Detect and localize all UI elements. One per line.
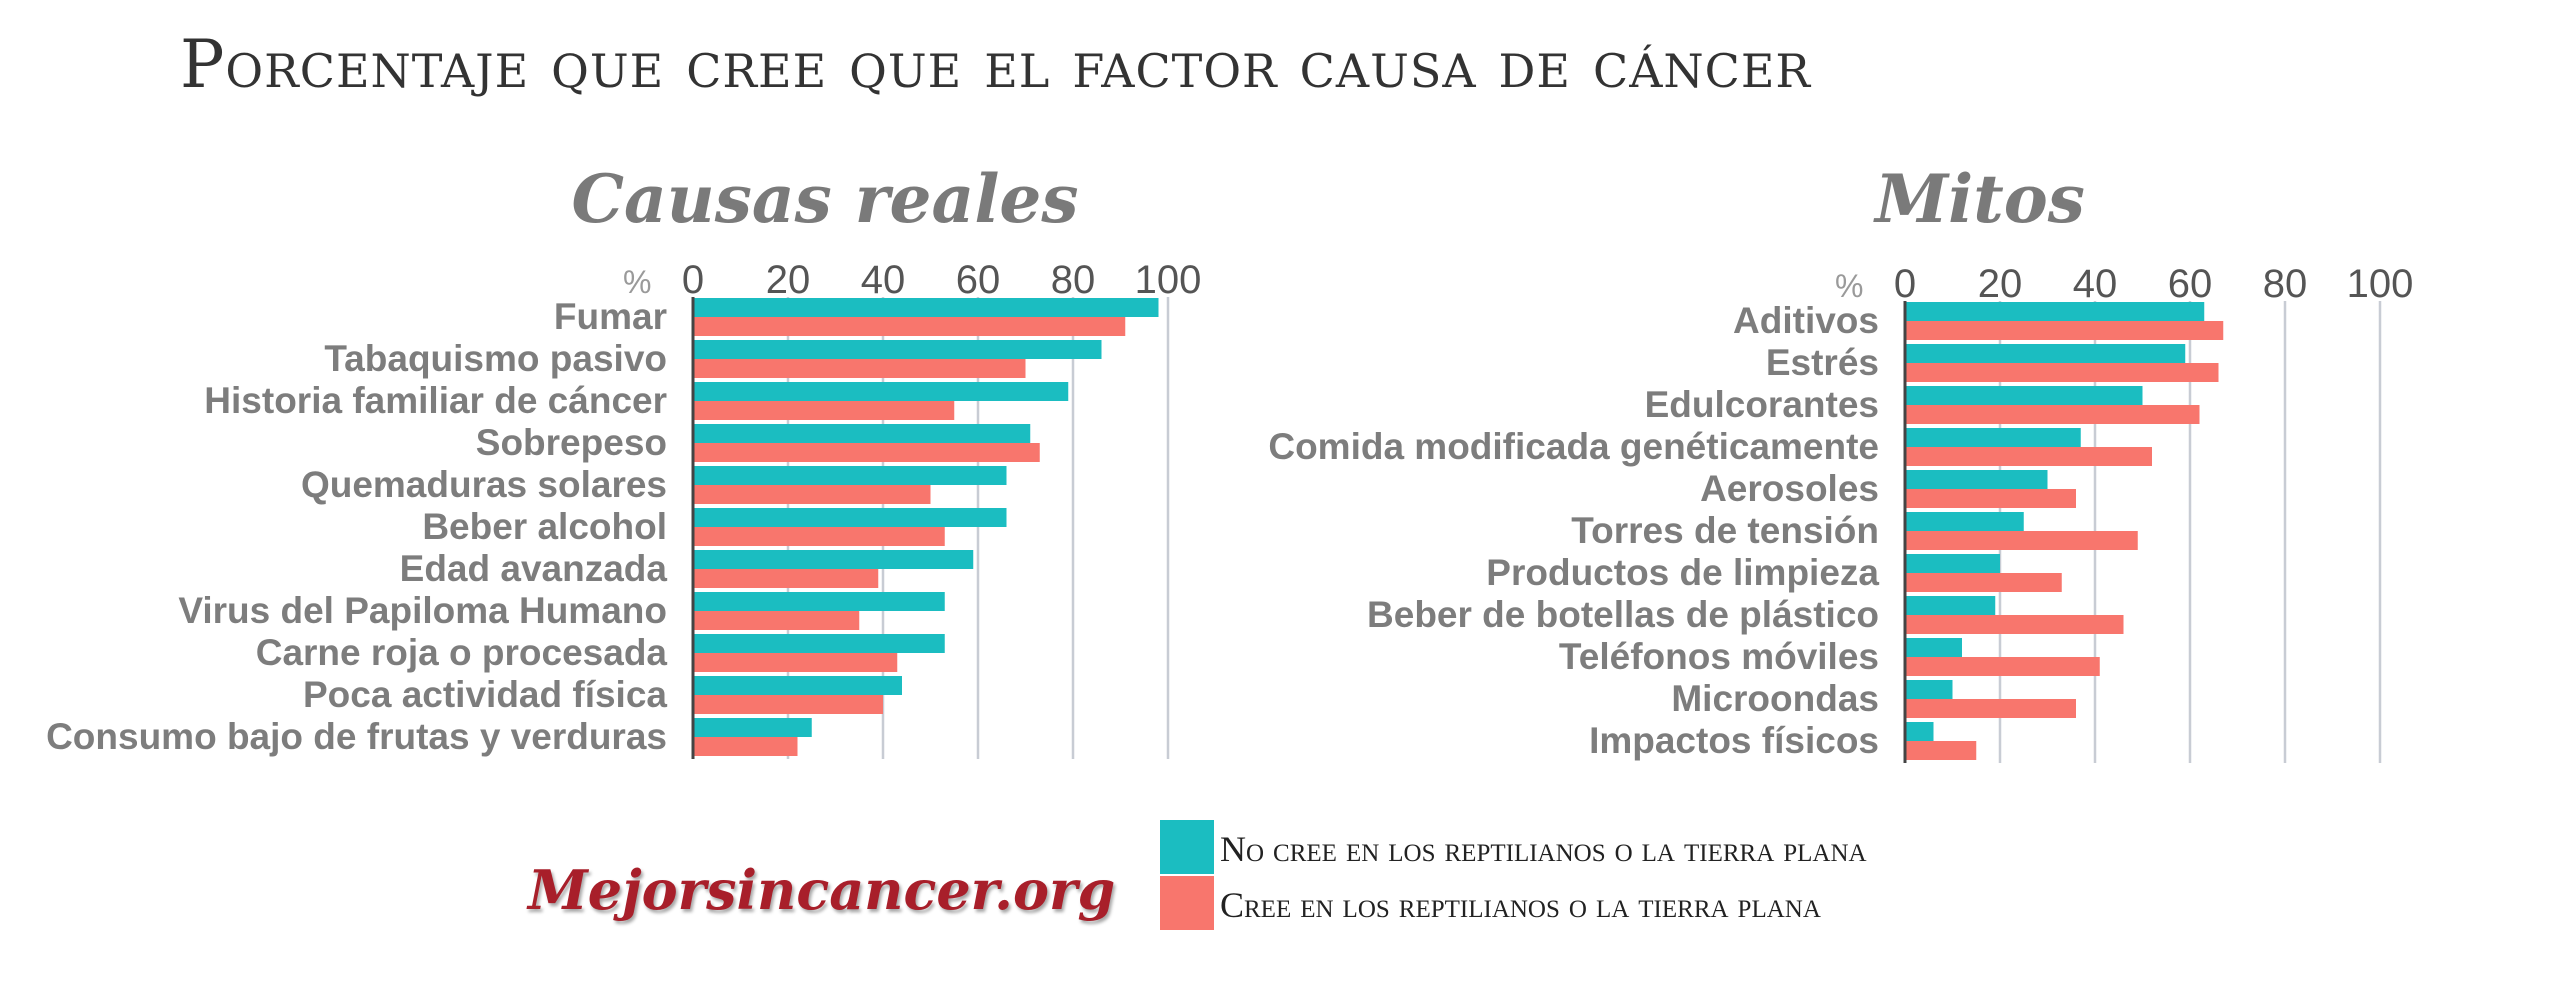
- x-tick-label: 100: [2347, 262, 2414, 306]
- category-label: Tabaquismo pasivo: [324, 338, 667, 379]
- chart-causas-reales: Causas reales% 0 20 40 60 80 100 FumarTabaquism…: [46, 160, 1201, 759]
- category-label: Torres de tensión: [1571, 510, 1879, 551]
- bar-beber-de-botellas-de-plastico-no-cree: [1905, 596, 1996, 615]
- x-tick-label: 40: [861, 258, 906, 302]
- page-title: Porcentaje que cree que el factor causa …: [180, 26, 1812, 103]
- legend-label-no-cree: No cree en los reptilianos o la tierra p…: [1220, 829, 1867, 869]
- bar-consumo-bajo-de-frutas-y-verduras-cree: [693, 737, 798, 756]
- bar-tabaquismo-pasivo-no-cree: [693, 340, 1102, 359]
- category-label: Productos de limpieza: [1486, 552, 1879, 593]
- bar-productos-de-limpieza-cree: [1905, 573, 2062, 592]
- bar-sobrepeso-no-cree: [693, 424, 1031, 443]
- bar-estres-cree: [1905, 363, 2219, 382]
- bar-microondas-no-cree: [1905, 680, 1953, 699]
- category-label: Microondas: [1671, 678, 1879, 719]
- bar-estres-no-cree: [1905, 344, 2186, 363]
- x-tick-label: 40: [2073, 262, 2118, 306]
- bar-microondas-cree: [1905, 699, 2076, 718]
- x-tick-label: 80: [1051, 258, 1096, 302]
- x-tick-label: 0: [682, 258, 704, 302]
- category-label: Edad avanzada: [400, 548, 668, 589]
- category-label: Virus del Papiloma Humano: [178, 590, 667, 631]
- category-label: Carne roja o procesada: [256, 632, 668, 673]
- bar-edad-avanzada-no-cree: [693, 550, 974, 569]
- bar-consumo-bajo-de-frutas-y-verduras-no-cree: [693, 718, 812, 737]
- bar-aerosoles-cree: [1905, 489, 2076, 508]
- bar-quemaduras-solares-cree: [693, 485, 931, 504]
- x-tick-label: 100: [1135, 258, 1202, 302]
- bar-impactos-fisicos-cree: [1905, 741, 1977, 760]
- bar-torres-de-tension-cree: [1905, 531, 2138, 550]
- bar-beber-alcohol-no-cree: [693, 508, 1007, 527]
- bar-poca-actividad-fisica-no-cree: [693, 676, 902, 695]
- category-label: Comida modificada genéticamente: [1268, 426, 1879, 467]
- brand-logo: Mejorsincancer.org: [528, 858, 1116, 922]
- bar-comida-modificada-geneticamente-no-cree: [1905, 428, 2081, 447]
- panel-title: Causas reales: [571, 160, 1078, 238]
- category-label: Fumar: [554, 296, 667, 337]
- bar-sobrepeso-cree: [693, 443, 1040, 462]
- x-tick-label: 0: [1894, 262, 1916, 306]
- category-label: Aditivos: [1733, 300, 1879, 341]
- bar-fumar-no-cree: [693, 298, 1159, 317]
- category-label: Quemaduras solares: [301, 464, 667, 505]
- bar-virus-del-papiloma-humano-cree: [693, 611, 860, 630]
- bar-fumar-cree: [693, 317, 1126, 336]
- bar-impactos-fisicos-no-cree: [1905, 722, 1934, 741]
- axis-unit-label: %: [1835, 268, 1863, 304]
- category-label: Edulcorantes: [1645, 384, 1879, 425]
- legend-swatch-cree: [1160, 876, 1214, 930]
- x-tick-label: 20: [766, 258, 811, 302]
- bar-tabaquismo-pasivo-cree: [693, 359, 1026, 378]
- x-tick-label: 80: [2263, 262, 2308, 306]
- category-label: Estrés: [1766, 342, 1879, 383]
- bar-historia-familiar-de-cancer-cree: [693, 401, 955, 420]
- axis-unit-label: %: [623, 264, 651, 300]
- bar-productos-de-limpieza-no-cree: [1905, 554, 2000, 573]
- category-label: Historia familiar de cáncer: [204, 380, 667, 421]
- bar-edulcorantes-no-cree: [1905, 386, 2143, 405]
- category-label: Teléfonos móviles: [1559, 636, 1879, 677]
- category-label: Sobrepeso: [476, 422, 667, 463]
- bar-virus-del-papiloma-humano-no-cree: [693, 592, 945, 611]
- category-label: Beber de botellas de plástico: [1367, 594, 1879, 635]
- bar-quemaduras-solares-no-cree: [693, 466, 1007, 485]
- bar-aditivos-cree: [1905, 321, 2224, 340]
- legend-label-cree: Cree en los reptilianos o la tierra plan…: [1220, 885, 1821, 925]
- bar-historia-familiar-de-cancer-no-cree: [693, 382, 1069, 401]
- bar-torres-de-tension-no-cree: [1905, 512, 2024, 531]
- panel-title: Mitos: [1873, 160, 2085, 238]
- category-label: Poca actividad física: [303, 674, 667, 715]
- category-label: Consumo bajo de frutas y verduras: [46, 716, 667, 757]
- bar-aditivos-no-cree: [1905, 302, 2205, 321]
- bar-telefonos-moviles-cree: [1905, 657, 2100, 676]
- x-tick-label: 20: [1978, 262, 2023, 306]
- legend-swatch-no-cree: [1160, 820, 1214, 874]
- bar-edad-avanzada-cree: [693, 569, 879, 588]
- category-label: Beber alcohol: [422, 506, 667, 547]
- bar-carne-roja-o-procesada-no-cree: [693, 634, 945, 653]
- bar-beber-alcohol-cree: [693, 527, 945, 546]
- bar-carne-roja-o-procesada-cree: [693, 653, 898, 672]
- bar-telefonos-moviles-no-cree: [1905, 638, 1962, 657]
- bar-edulcorantes-cree: [1905, 405, 2200, 424]
- x-tick-label: 60: [2168, 262, 2213, 306]
- bar-aerosoles-no-cree: [1905, 470, 2048, 489]
- category-label: Aerosoles: [1700, 468, 1879, 509]
- category-label: Impactos físicos: [1589, 720, 1879, 761]
- bar-poca-actividad-fisica-cree: [693, 695, 883, 714]
- bar-comida-modificada-geneticamente-cree: [1905, 447, 2152, 466]
- chart-mitos: Mitos% 0 20 40 60 80 100 AditivosEstrésEdulcora…: [1268, 160, 2413, 763]
- bar-beber-de-botellas-de-plastico-cree: [1905, 615, 2124, 634]
- x-tick-label: 60: [956, 258, 1001, 302]
